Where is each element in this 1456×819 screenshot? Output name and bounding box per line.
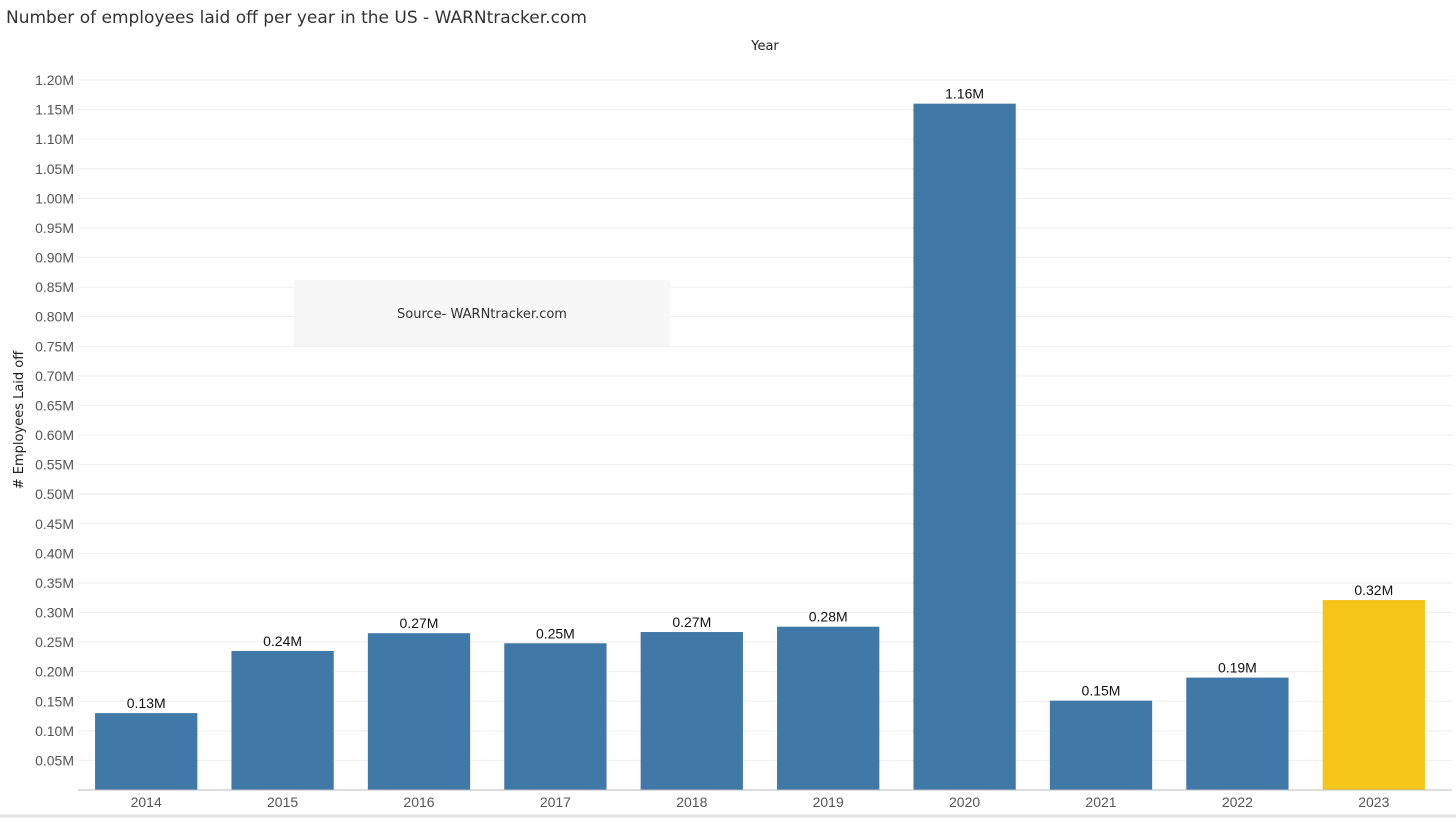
y-tick-label: 0.85M <box>35 279 74 295</box>
y-tick-label: 1.00M <box>35 190 74 206</box>
y-tick-label: 0.10M <box>35 723 74 739</box>
bar-2022 <box>1186 677 1289 790</box>
y-axis-ticks: 0.05M 0.10M 0.15M 0.20M 0.25M 0.30M 0.35M 0.40M… <box>35 72 74 768</box>
y-tick-label: 0.35M <box>35 575 74 591</box>
x-tick-label: 2017 <box>540 794 571 810</box>
source-annotation-text: Source- WARNtracker.com <box>397 307 567 322</box>
x-tick-label: 2014 <box>131 794 162 810</box>
y-tick-label: 0.15M <box>35 693 74 709</box>
y-tick-label: 0.30M <box>35 605 74 621</box>
y-tick-label: 0.95M <box>35 220 74 236</box>
data-label: 0.15M <box>1082 683 1121 699</box>
bar-2020 <box>913 103 1016 790</box>
y-tick-label: 0.60M <box>35 427 74 443</box>
y-tick-label: 0.90M <box>35 250 74 266</box>
data-label: 0.32M <box>1354 582 1393 598</box>
bar-2018 <box>640 632 743 790</box>
y-tick-label: 0.65M <box>35 397 74 413</box>
x-tick-label: 2018 <box>676 794 707 810</box>
bar-2019 <box>777 626 880 790</box>
data-label: 1.16M <box>945 86 984 102</box>
data-label: 0.19M <box>1218 660 1257 676</box>
x-axis-ticks: 2014 2015 2016 2017 2018 2019 2020 2021 2022 2023 <box>131 794 1390 810</box>
bars <box>95 103 1425 790</box>
y-tick-label: 0.50M <box>35 486 74 502</box>
y-tick-label: 1.10M <box>35 131 74 147</box>
source-annotation-box <box>294 280 670 346</box>
bar-2014 <box>95 713 198 790</box>
x-tick-label: 2015 <box>267 794 298 810</box>
bar-2017 <box>504 643 607 790</box>
data-label: 0.24M <box>263 633 302 649</box>
y-tick-label: 0.75M <box>35 338 74 354</box>
x-tick-label: 2023 <box>1358 794 1389 810</box>
bar-2021 <box>1049 700 1153 790</box>
y-tick-label: 0.70M <box>35 368 74 384</box>
x-tick-label: 2016 <box>403 794 434 810</box>
y-axis-title: # Employees Laid off <box>12 350 27 489</box>
bar-2015 <box>231 650 334 790</box>
chart-title: Number of employees laid off per year in… <box>6 8 587 28</box>
y-tick-label: 0.05M <box>35 752 74 768</box>
source-annotation: Source- WARNtracker.com <box>294 280 670 346</box>
x-tick-label: 2021 <box>1085 794 1116 810</box>
data-label: 0.27M <box>672 614 711 630</box>
y-tick-label: 0.45M <box>35 516 74 532</box>
y-tick-label: 0.20M <box>35 664 74 680</box>
y-tick-label: 1.05M <box>35 161 74 177</box>
grid-lines <box>78 79 1452 761</box>
y-tick-label: 0.25M <box>35 634 74 650</box>
data-label: 0.27M <box>400 615 439 631</box>
x-axis-title: Year <box>750 39 779 54</box>
y-tick-label: 1.15M <box>35 102 74 118</box>
y-tick-label: 0.80M <box>35 309 74 325</box>
bar-2016 <box>367 633 471 790</box>
y-tick-label: 0.40M <box>35 545 74 561</box>
y-tick-label: 1.20M <box>35 72 74 88</box>
data-label: 0.25M <box>536 625 575 641</box>
x-tick-label: 2019 <box>813 794 844 810</box>
data-label: 0.13M <box>127 695 166 711</box>
x-tick-label: 2022 <box>1222 794 1253 810</box>
data-label: 0.28M <box>809 609 848 625</box>
bar-2023 <box>1322 600 1425 790</box>
x-tick-label: 2020 <box>949 794 980 810</box>
data-labels: 0.13M 0.24M 0.27M 0.25M 0.27M 0.28M 1.16M 0.15M… <box>127 86 1394 711</box>
y-tick-label: 0.55M <box>35 457 74 473</box>
